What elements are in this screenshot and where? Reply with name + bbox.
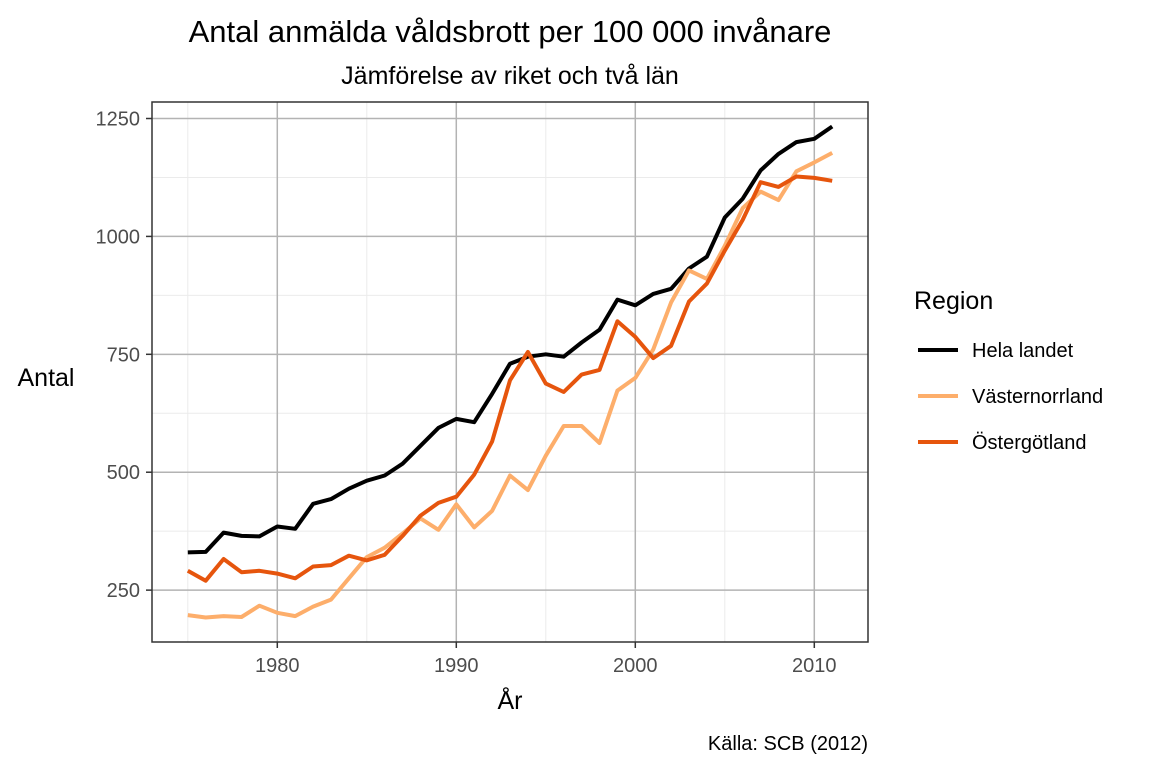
chart-caption: Källa: SCB (2012) — [708, 733, 868, 755]
x-tick-label: 1990 — [434, 655, 479, 677]
x-axis-title: År — [498, 685, 523, 715]
series-line-1 — [187, 151, 834, 620]
y-tick-label: 1000 — [96, 226, 141, 248]
legend: Region Hela landet Västernorrland Östergöt… — [914, 287, 1103, 454]
x-tick-label: 1980 — [255, 655, 300, 677]
legend-title: Region — [914, 287, 993, 315]
series-line-2 — [186, 174, 833, 583]
legend-label-2: Östergötland — [972, 432, 1087, 454]
series-line-0 — [187, 124, 834, 555]
y-tick-label: 750 — [107, 344, 140, 366]
legend-label-1: Västernorrland — [972, 386, 1103, 408]
plot-panel-border — [151, 101, 869, 643]
chart-title: Antal anmälda våldsbrott per 100 000 inv… — [189, 14, 832, 49]
grid-major — [152, 102, 868, 642]
legend-items: Hela landet Västernorrland Östergötland — [918, 340, 1103, 454]
chart-subtitle: Jämförelse av riket och två län — [341, 62, 679, 90]
y-tick-label: 250 — [107, 580, 140, 602]
y-axis-title: Antal — [18, 364, 75, 392]
x-tick-label: 2000 — [613, 655, 658, 677]
y-tick-label: 1250 — [96, 109, 141, 131]
legend-label-0: Hela landet — [972, 340, 1074, 362]
x-tick-label: 2010 — [792, 655, 837, 677]
series-layer — [186, 124, 834, 620]
y-tick-label: 500 — [107, 462, 140, 484]
tick-layer: 1980 1990 2000 2010 250 500 750 1000 1250 — [96, 109, 837, 677]
